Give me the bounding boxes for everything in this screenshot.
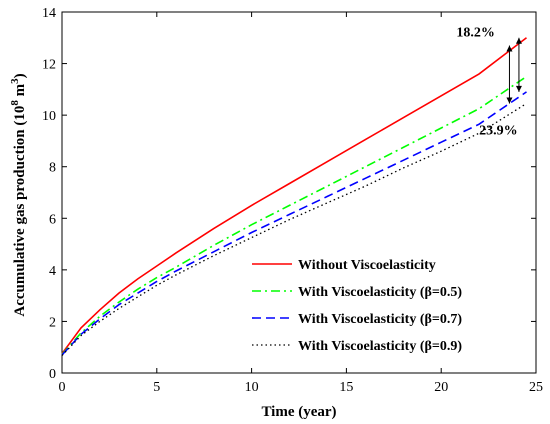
diff-arrow-head-bottom (506, 97, 513, 104)
y-axis-label: Accumulative gas production (108 m3) (9, 73, 28, 316)
legend-box (242, 246, 531, 366)
diff-arrow-head-top (506, 45, 513, 52)
series-line-0 (61, 37, 527, 355)
y-axis-label-close: ) (12, 73, 28, 78)
y-tick-label: 14 (42, 6, 56, 21)
annotation-0: 18.2% (456, 25, 495, 40)
x-tick-label: 15 (339, 380, 353, 395)
x-tick-label: 5 (153, 380, 160, 395)
y-tick-label: 4 (49, 264, 56, 279)
legend: Without Viscoelasticity With Viscoelastic… (252, 258, 462, 354)
annotations-group: 18.2% 23.9% (456, 25, 517, 138)
series-line-2 (61, 91, 527, 356)
series-line-1 (61, 75, 527, 355)
ticks: 0 5 10 15 20 25 0 2 4 6 8 10 12 14 (42, 6, 543, 395)
y-tick-label: 10 (42, 109, 56, 124)
diff-arrow-head-bottom (515, 85, 522, 92)
y-tick-label: 6 (49, 212, 56, 227)
y-tick-label: 0 (49, 367, 56, 382)
y-tick-label: 2 (49, 315, 56, 330)
series-line-3 (61, 102, 527, 356)
y-tick-label: 12 (42, 58, 56, 73)
arrows-group (506, 37, 522, 104)
x-tick-label: 10 (245, 380, 259, 395)
y-axis-label-sup: 8 (9, 100, 21, 106)
x-tick-label: 20 (434, 380, 448, 395)
legend-label-3: With Viscoelasticity (β=0.9) (298, 339, 462, 354)
legend-label-1: With Viscoelasticity (β=0.5) (298, 285, 462, 300)
y-tick-label: 8 (49, 161, 56, 176)
y-axis-label-unit: m (12, 83, 28, 100)
x-tick-label: 0 (59, 380, 66, 395)
x-axis-label: Time (year) (261, 404, 336, 420)
annotation-1: 23.9% (479, 123, 518, 138)
y-axis-label-sup2: 3 (9, 78, 21, 84)
legend-label-0: Without Viscoelasticity (298, 258, 436, 273)
series-group (61, 37, 527, 356)
y-axis-label-main: Accumulative gas production (10 (12, 106, 28, 317)
diff-arrow-head-top (515, 37, 522, 44)
legend-label-2: With Viscoelasticity (β=0.7) (298, 312, 462, 327)
x-tick-label: 25 (529, 380, 543, 395)
